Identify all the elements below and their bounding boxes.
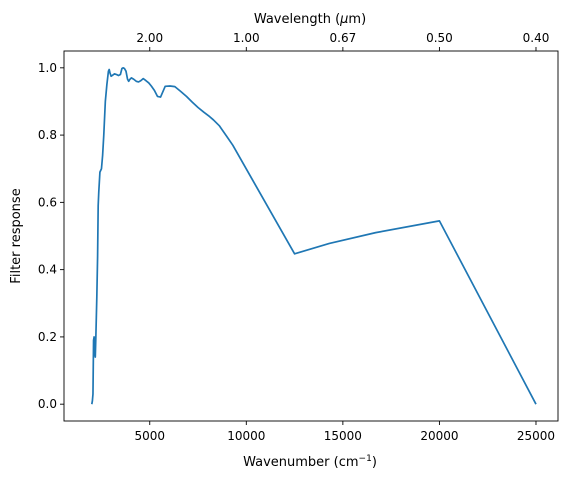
top-tick-label: 0.67 bbox=[330, 31, 357, 45]
plot-frame bbox=[63, 50, 559, 422]
top-tick-label: 0.50 bbox=[426, 31, 453, 45]
y-axis-label: Filter response bbox=[9, 188, 24, 283]
y-tick-label: 0.8 bbox=[38, 128, 57, 142]
x-tick-label: 15000 bbox=[324, 429, 362, 443]
series-line-0 bbox=[90, 66, 537, 405]
x-tick-label: 10000 bbox=[227, 429, 265, 443]
top-axis-label: Wavelength (μm) bbox=[254, 12, 366, 27]
x-tick-label: 5000 bbox=[134, 429, 165, 443]
top-tick-label: 0.40 bbox=[523, 31, 550, 45]
top-tick-label: 2.00 bbox=[136, 31, 163, 45]
top-tick-label: 1.00 bbox=[233, 31, 260, 45]
x-axis-label: Wavenumber (cm−1) bbox=[243, 454, 377, 470]
y-tick-label: 0.0 bbox=[38, 397, 57, 411]
y-tick-label: 0.2 bbox=[38, 330, 57, 344]
x-tick-label: 25000 bbox=[517, 429, 555, 443]
y-tick-label: 0.4 bbox=[38, 263, 57, 277]
y-tick-label: 1.0 bbox=[38, 61, 57, 75]
y-tick-label: 0.6 bbox=[38, 195, 57, 209]
x-tick-label: 20000 bbox=[420, 429, 458, 443]
